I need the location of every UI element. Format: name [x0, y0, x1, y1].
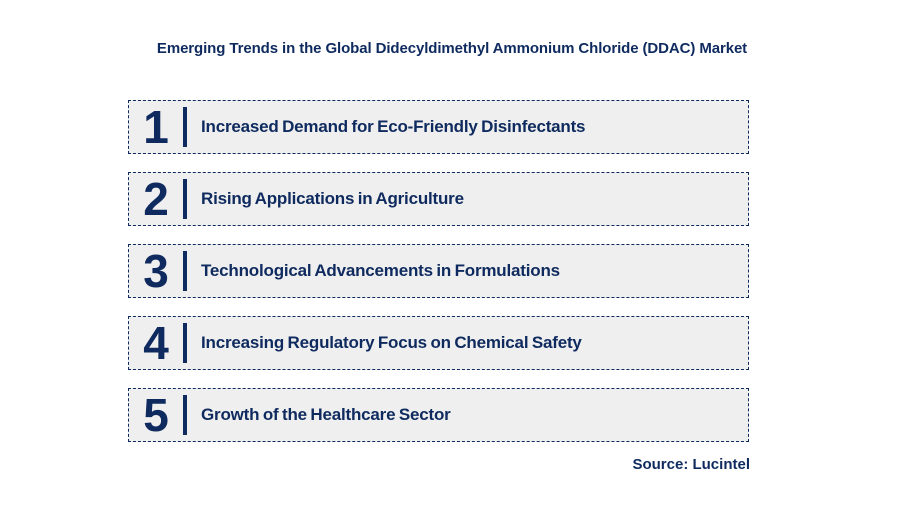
trend-label: Rising Applications in Agriculture	[201, 189, 464, 208]
trend-box-3: 3 Technological Advancements in Formulat…	[128, 244, 749, 298]
trend-number: 5	[143, 389, 169, 441]
trend-number: 2	[143, 173, 169, 225]
trend-box-5: 5 Growth of the Healthcare Sector	[128, 388, 749, 442]
trend-label: Increasing Regulatory Focus on Chemical …	[201, 333, 582, 352]
trend-box-4: 4 Increasing Regulatory Focus on Chemica…	[128, 316, 749, 370]
number-divider-bar	[183, 107, 187, 147]
number-divider-bar	[183, 251, 187, 291]
number-divider-bar	[183, 323, 187, 363]
trend-number: 3	[143, 245, 169, 297]
number-divider-bar	[183, 395, 187, 435]
trend-box-2: 2 Rising Applications in Agriculture	[128, 172, 749, 226]
page-title: Emerging Trends in the Global Didecyldim…	[156, 40, 748, 57]
trend-label: Increased Demand for Eco-Friendly Disinf…	[201, 117, 586, 136]
trend-number: 4	[143, 317, 169, 369]
trend-label: Technological Advancements in Formulatio…	[201, 261, 560, 280]
trend-number: 1	[143, 101, 169, 153]
trend-label: Growth of the Healthcare Sector	[201, 405, 451, 424]
number-divider-bar	[183, 179, 187, 219]
source-credit: Source: Lucintel	[632, 456, 750, 473]
trend-list: 1 Increased Demand for Eco-Friendly Disi…	[128, 100, 749, 460]
trend-box-1: 1 Increased Demand for Eco-Friendly Disi…	[128, 100, 749, 154]
